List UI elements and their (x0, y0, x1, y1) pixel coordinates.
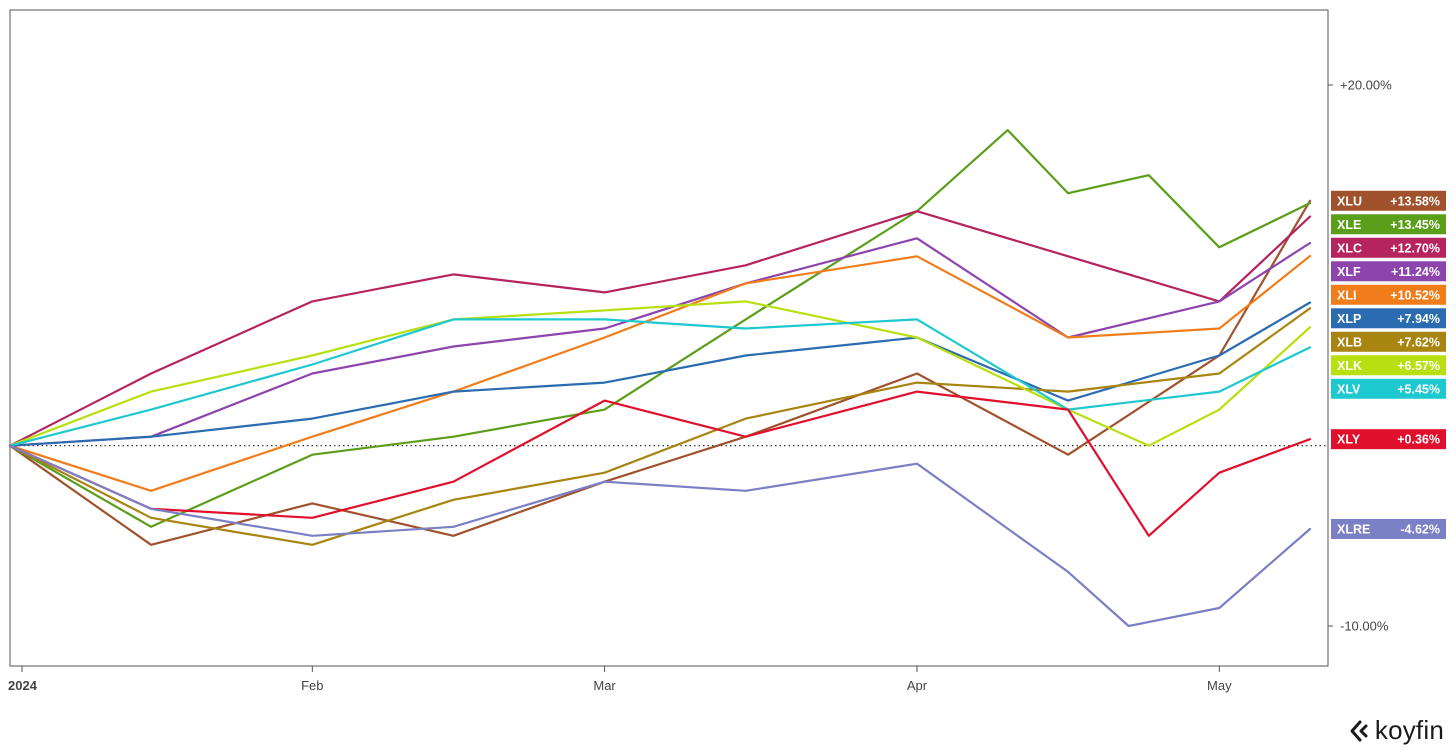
series-line-xlc (8, 210, 1312, 447)
koyfin-logo-icon (1350, 720, 1368, 741)
legend-item-xle: XLE +13.45% (1331, 214, 1446, 235)
x-axis: 2024 Feb Mar Apr May (8, 666, 1232, 693)
legend-change: +13.58% (1390, 194, 1440, 208)
series-line-xlv (8, 318, 1312, 447)
x-tick-label: May (1207, 678, 1232, 693)
legend-ticker: XLV (1337, 382, 1361, 396)
series-line-xlk (8, 300, 1312, 447)
legend-item-xlu: XLU +13.58% (1331, 190, 1446, 211)
legend-ticker: XLRE (1337, 522, 1370, 536)
legend-ticker: XLC (1337, 241, 1362, 255)
legend-ticker: XLU (1337, 194, 1362, 208)
y-axis: +20.00% -10.00% (1328, 78, 1392, 634)
legend-ticker: XLB (1337, 335, 1362, 349)
legend-ticker: XLY (1337, 433, 1361, 447)
legend-swatch (1331, 237, 1446, 258)
series-line-xlp (8, 301, 1312, 447)
legend-swatch (1331, 261, 1446, 282)
legend-ticker: XLE (1337, 218, 1361, 232)
legend-ticker: XLF (1337, 265, 1361, 279)
legend: XLU +13.58% XLE +13.45% XLC +12.70% XLF +11.24%… (1331, 190, 1446, 539)
series-line-xle (8, 129, 1312, 528)
plot-frame (9, 9, 1329, 667)
legend-swatch (1331, 284, 1446, 305)
legend-change: +7.62% (1397, 335, 1440, 349)
series-line-xlre (8, 444, 1312, 628)
legend-change: +12.70% (1390, 241, 1440, 255)
legend-ticker: XLI (1337, 288, 1356, 302)
legend-item-xlk: XLK +6.57% (1331, 355, 1446, 376)
legend-change: +6.57% (1397, 359, 1440, 373)
legend-swatch (1331, 429, 1446, 450)
x-tick-label: Feb (301, 678, 323, 693)
series-lines (8, 129, 1312, 628)
x-tick-label: Apr (907, 678, 928, 693)
legend-ticker: XLP (1337, 312, 1361, 326)
legend-item-xlp: XLP +7.94% (1331, 308, 1446, 329)
legend-change: +0.36% (1397, 433, 1440, 447)
plot-area (8, 9, 1329, 667)
legend-change: +5.45% (1397, 382, 1440, 396)
brand-name: koyfin (1374, 715, 1444, 745)
legend-swatch (1331, 331, 1446, 352)
legend-swatch (1331, 378, 1446, 399)
x-tick-label: 2024 (8, 678, 38, 693)
x-tick-label: Mar (593, 678, 616, 693)
series-line-xlu (8, 199, 1312, 546)
legend-item-xli: XLI +10.52% (1331, 284, 1446, 305)
legend-item-xlf: XLF +11.24% (1331, 261, 1446, 282)
legend-item-xly: XLY +0.36% (1331, 429, 1446, 450)
y-tick-label: +20.00% (1340, 78, 1392, 93)
legend-change: +7.94% (1397, 312, 1440, 326)
legend-change: -4.62% (1400, 522, 1440, 536)
series-line-xly (8, 390, 1312, 537)
legend-change: +13.45% (1390, 218, 1440, 232)
legend-swatch (1331, 518, 1446, 539)
legend-swatch (1331, 214, 1446, 235)
legend-swatch (1331, 190, 1446, 211)
legend-item-xlre: XLRE -4.62% (1331, 518, 1446, 539)
series-line-xli (8, 254, 1312, 492)
legend-item-xlb: XLB +7.62% (1331, 331, 1446, 352)
series-line-xlb (8, 307, 1312, 546)
legend-item-xlv: XLV +5.45% (1331, 378, 1446, 399)
legend-swatch (1331, 355, 1446, 376)
y-tick-label: -10.00% (1340, 619, 1389, 634)
legend-swatch (1331, 308, 1446, 329)
legend-change: +10.52% (1390, 288, 1440, 302)
legend-change: +11.24% (1391, 265, 1440, 279)
brand-logo: koyfin (1347, 715, 1444, 746)
legend-item-xlc: XLC +12.70% (1331, 237, 1446, 258)
legend-ticker: XLK (1337, 359, 1362, 373)
